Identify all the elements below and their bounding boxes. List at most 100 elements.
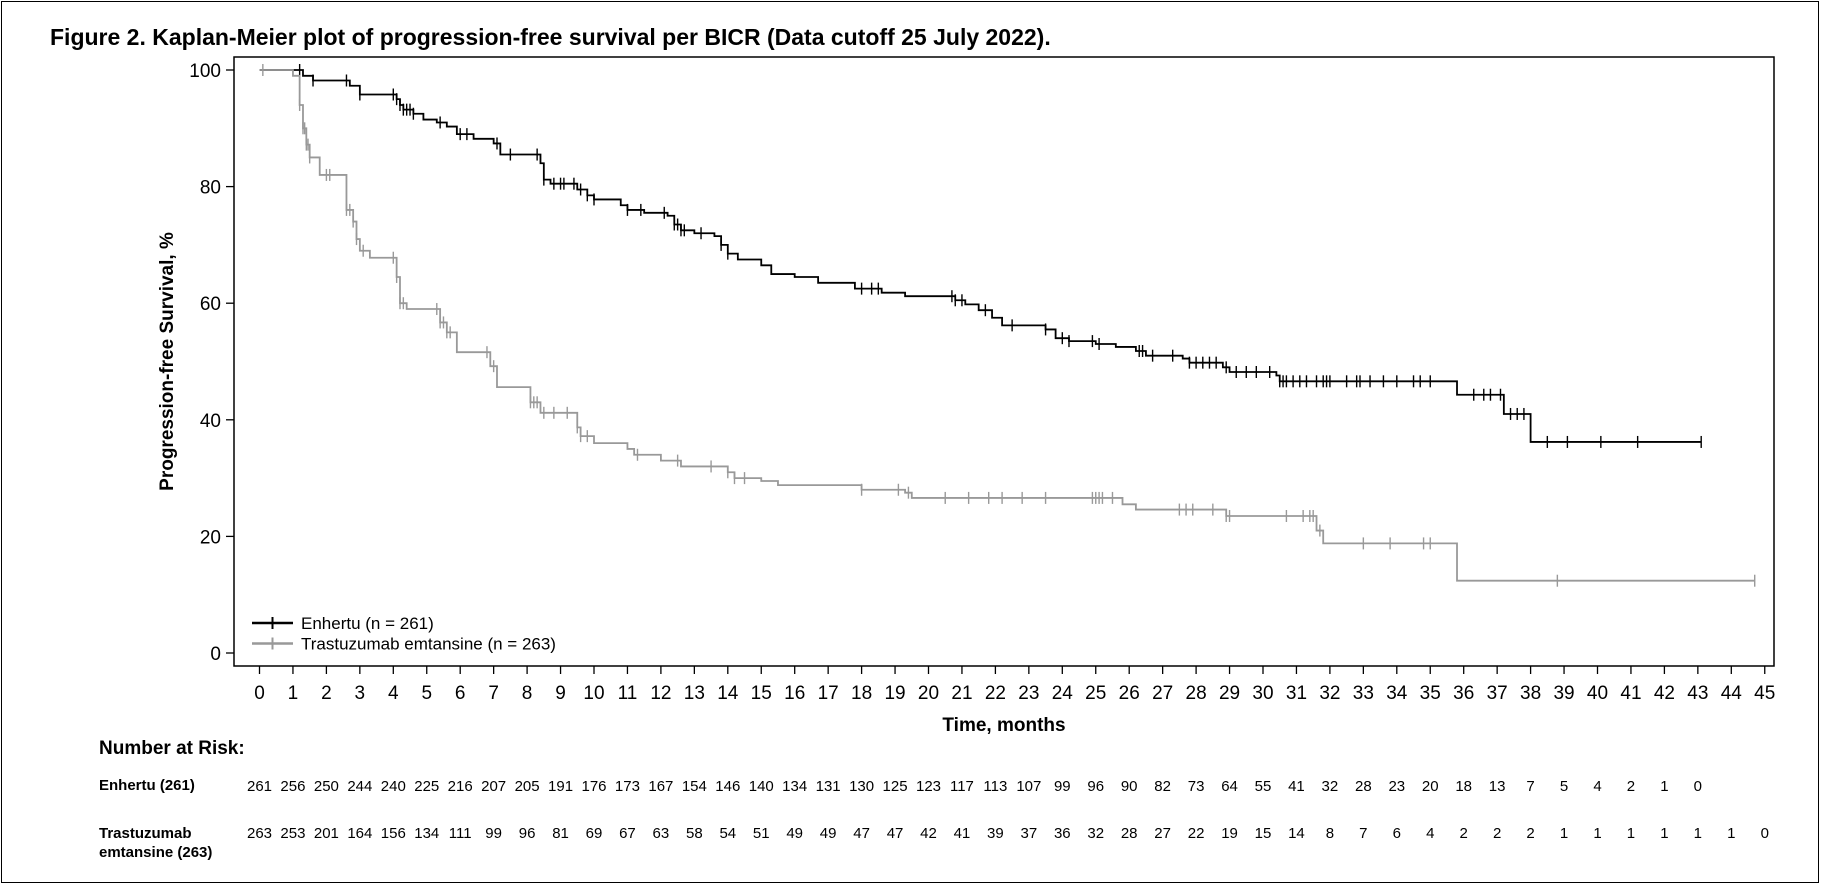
risk-cell: 134 [782,778,808,795]
risk-cell: 117 [949,778,974,795]
risk-cell: 23 [1388,778,1406,795]
risk-cell: 36 [1053,825,1071,842]
risk-cell: 41 [1288,778,1305,795]
x-tick-label: 40 [1587,683,1608,704]
risk-cell: 32 [1087,825,1105,842]
risk-cell: 167 [648,778,674,795]
risk-cell: 6 [1392,825,1401,842]
risk-cell: 123 [915,778,942,795]
risk-cell: 225 [414,778,440,795]
y-tick-label: 60 [200,294,221,315]
x-axis-label: Time, months [942,715,1065,736]
x-tick-label: 3 [355,683,366,704]
risk-cell: 28 [1355,778,1372,795]
x-tick-label: 21 [951,683,972,704]
risk-cell: 164 [347,825,373,842]
risk-cell: 41 [953,825,971,842]
x-tick-label: 11 [618,683,638,704]
risk-cell: 90 [1120,778,1138,795]
risk-cell: 216 [447,778,473,795]
x-tick-label: 34 [1386,683,1408,704]
x-tick-label: 4 [388,683,399,704]
x-tick-label: 8 [522,683,533,704]
risk-cell: 1 [1693,825,1703,842]
x-tick-label: 5 [421,683,432,704]
risk-cell: 37 [1020,825,1038,842]
y-tick-label: 20 [200,527,221,548]
risk-cell: 0 [1693,778,1703,795]
x-tick-label: 14 [717,683,739,704]
risk-cell: 125 [882,778,908,795]
risk-cell: 64 [1221,778,1238,795]
x-tick-label: 38 [1520,683,1541,704]
figure-title: Figure 2. Kaplan-Meier plot of progressi… [50,24,1051,50]
risk-cell: 1 [1626,825,1636,842]
risk-cell: 99 [1053,778,1071,795]
risk-cell: 13 [1488,778,1506,795]
risk-cell: 256 [280,778,306,795]
x-tick-label: 45 [1754,683,1775,704]
x-tick-label: 23 [1018,683,1039,704]
risk-cell: 2 [1492,825,1502,842]
x-tick-label: 43 [1687,683,1708,704]
risk-cell: 130 [849,778,875,795]
risk-cell: 261 [246,778,273,795]
x-tick-label: 1 [288,683,299,704]
risk-cell: 58 [686,825,703,842]
risk-cell: 134 [414,825,440,842]
y-axis-label: Progression-free Survival, % [157,232,178,491]
risk-cell: 28 [1120,825,1138,842]
x-tick-label: 17 [818,683,839,704]
risk-cell: 1 [1727,825,1736,842]
risk-cell: 4 [1593,778,1602,795]
y-tick-label: 0 [210,644,221,665]
x-tick-label: 31 [1286,683,1307,704]
legend-label-0: Enhertu (n = 261) [301,614,434,633]
risk-cell: 47 [886,825,904,842]
risk-cell: 1 [1660,778,1669,795]
x-tick-label: 13 [684,683,705,704]
risk-cell: 96 [1087,778,1105,795]
risk-cell: 1 [1660,825,1669,842]
risk-cell: 99 [485,825,502,842]
risk-cell: 111 [448,825,472,842]
risk-cell: 32 [1321,778,1339,795]
risk-cell: 5 [1559,778,1569,795]
risk-cell: 42 [920,825,937,842]
risk-cell: 20 [1421,778,1439,795]
risk-cell: 47 [853,825,870,842]
risk-cell: 156 [380,825,406,842]
legend-label-1: Trastuzumab emtansine (n = 263) [301,635,556,654]
x-tick-label: 44 [1721,683,1743,704]
x-tick-label: 33 [1353,683,1374,704]
y-tick-label: 100 [189,61,221,82]
x-tick-label: 29 [1219,683,1240,704]
risk-cell: 73 [1187,778,1205,795]
x-tick-label: 27 [1152,683,1173,704]
x-tick-label: 24 [1052,683,1074,704]
risk-cell: 81 [552,825,569,842]
risk-cell: 7 [1526,778,1535,795]
x-tick-label: 7 [488,683,499,704]
x-tick-label: 39 [1553,683,1574,704]
x-tick-label: 36 [1453,683,1474,704]
x-tick-label: 20 [918,683,939,704]
x-tick-label: 22 [985,683,1006,704]
x-tick-label: 2 [321,683,332,704]
x-tick-label: 12 [650,683,671,704]
risk-cell: 27 [1154,825,1171,842]
x-tick-label: 19 [884,683,905,704]
risk-cell: 67 [619,825,636,842]
x-tick-label: 32 [1319,683,1340,704]
x-tick-label: 37 [1487,683,1508,704]
plot-area [233,56,1775,667]
x-tick-label: 28 [1186,683,1207,704]
risk-cell: 173 [614,778,640,795]
risk-cell: 82 [1154,778,1171,795]
risk-cell: 0 [1760,825,1769,842]
risk-row-label-trastuzumab: Trastuzumab emtansine (263) [99,825,213,861]
y-tick-label: 40 [200,411,221,432]
risk-cell: 49 [786,825,804,842]
risk-cell: 15 [1254,825,1272,842]
